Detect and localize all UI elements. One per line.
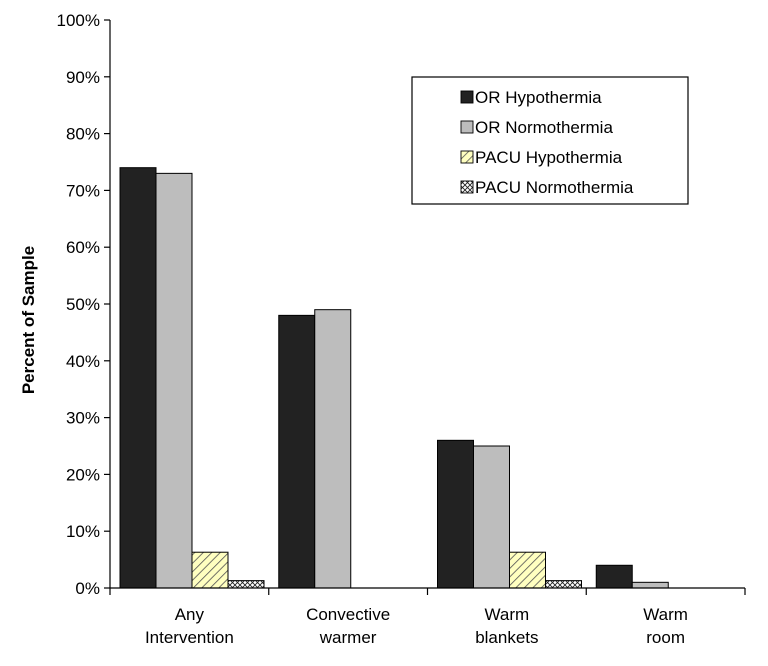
y-axis: 0% 10% 20% 30% 40% 50% 60% 70% 80% 90% 100% (57, 11, 111, 598)
y-tick-label: 60% (66, 238, 100, 257)
legend: OR Hypothermia OR Normothermia PACU Hypoth… (411, 76, 689, 205)
x-axis: Any Intervention Convective warmer Warm blank… (109, 587, 746, 647)
y-tick-label: 90% (66, 68, 100, 87)
legend-label: PACU Normothermia (475, 178, 634, 197)
bar (278, 314, 316, 589)
bar (437, 439, 474, 589)
bar (545, 580, 582, 589)
legend-swatch (460, 150, 474, 164)
bar (595, 564, 633, 589)
legend-swatch (460, 120, 474, 134)
y-tick-label: 10% (66, 522, 100, 541)
y-tick-label: 50% (66, 295, 100, 314)
legend-swatch (460, 180, 474, 194)
legend-label: PACU Hypothermia (475, 148, 623, 167)
category-label: Warm room (643, 605, 688, 647)
legend-label: OR Hypothermia (475, 88, 602, 107)
y-axis-title: Percent of Sample (19, 246, 38, 394)
y-tick-label: 40% (66, 352, 100, 371)
y-tick-label: 20% (66, 465, 100, 484)
legend-swatch (460, 90, 474, 104)
y-tick-label: 0% (75, 579, 100, 598)
category-label: Convective warmer (306, 605, 390, 647)
category-label: Warm blankets (475, 605, 538, 647)
y-tick-label: 80% (66, 125, 100, 144)
y-tick-label: 30% (66, 409, 100, 428)
bar (509, 551, 546, 589)
bar (227, 580, 265, 589)
y-tick-label: 70% (66, 181, 100, 200)
category-label: Any Intervention (145, 605, 234, 647)
bar (155, 172, 193, 589)
bars (119, 167, 669, 589)
legend-label: OR Normothermia (475, 118, 613, 137)
legend-box (411, 76, 689, 205)
bar (631, 581, 669, 589)
y-tick-label: 100% (57, 11, 100, 30)
bar (473, 445, 510, 589)
bar (314, 309, 352, 589)
bar (191, 551, 229, 589)
bar (119, 167, 157, 589)
